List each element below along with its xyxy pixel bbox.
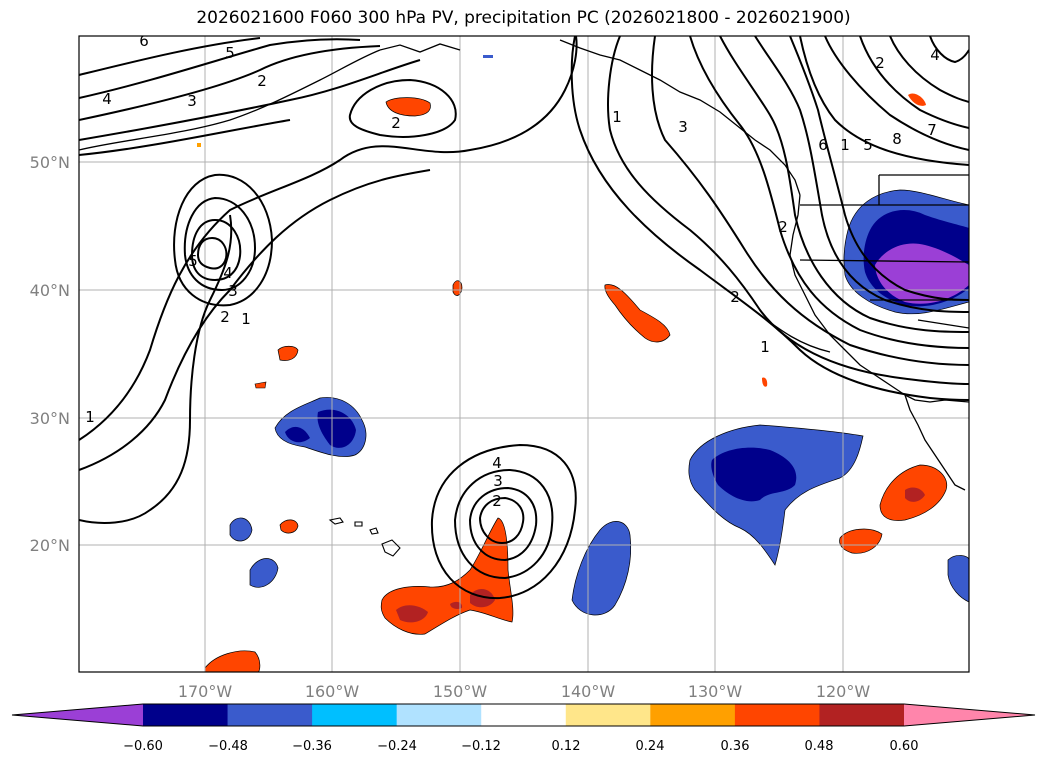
lat-label: 30°N [30,409,70,428]
colorbar-segment [396,704,482,726]
lon-label: 130°W [688,682,743,701]
contour-label: 8 [892,130,902,148]
longitude-labels: 170°W 160°W 150°W 140°W 130°W 120°W [178,682,871,701]
pv-contours [79,36,969,600]
colorbar-tick-label: −0.12 [461,739,501,754]
colorbar-tick-label: −0.36 [292,739,332,754]
contour-label: 2 [730,288,740,306]
contour-label: 4 [930,46,940,64]
colorbar-tick-label: 0.36 [721,739,750,754]
latitude-labels: 50°N 40°N 30°N 20°N [30,153,70,555]
contour-label: 3 [228,282,238,300]
colorbar-tick-label: 0.48 [805,739,834,754]
colorbar-tick-label: 0.12 [552,739,581,754]
contour-label: 2 [220,308,230,326]
colorbar-segment [312,704,398,726]
colorbar-tick-label: 0.60 [890,739,919,754]
contour-label: 2 [257,72,267,90]
contour-label: 1 [85,408,95,426]
contour-label: 2 [778,218,788,236]
contour-label: 3 [493,472,503,490]
map-area [79,36,969,672]
contour-label: 3 [187,92,197,110]
contour-label: 5 [188,252,198,270]
colorbar-extend-max [904,704,1035,726]
colorbar-segment [565,704,651,726]
contour-label: 7 [927,121,937,139]
contour-label: 5 [863,136,873,154]
colorbar-outline [11,703,1036,727]
graticule [79,36,969,672]
colorbar-segment [481,704,567,726]
contour-labels: 6 5 4 3 2 2 3 4 1 1 2 5 4 3 2 1 1 2 3 2 … [85,32,940,510]
lon-label: 140°W [561,682,616,701]
colorbar-segment [227,704,313,726]
lon-label: 150°W [433,682,488,701]
figure-title: 2026021600 F060 300 hPa PV, precipitatio… [196,8,851,28]
contour-label: 4 [102,90,112,108]
colorbar-tick-labels: −0.60 −0.48 −0.36 −0.24 −0.12 0.12 0.24 … [123,739,918,754]
map-frame [78,35,970,673]
lat-label: 40°N [30,281,70,300]
lat-label: 50°N [30,153,70,172]
colorbar-segment [734,704,820,726]
contour-label: 4 [492,454,502,472]
colorbar-extend-min [12,704,143,726]
colorbar-segment [143,704,229,726]
contour-label: 4 [223,264,233,282]
lon-label: 120°W [816,682,871,701]
contour-label: 2 [875,54,885,72]
lat-label: 20°N [30,536,70,555]
contour-label: 2 [492,492,502,510]
precip-positive-shading [197,93,948,672]
colorbar [11,703,1036,727]
colorbar-tick-label: 0.24 [636,739,665,754]
colorbar-tick-label: −0.48 [208,739,248,754]
colorbar-tick-label: −0.60 [123,739,163,754]
contour-label: 1 [760,338,770,356]
contour-label: 2 [391,114,401,132]
contour-label: 1 [840,136,850,154]
colorbar-segment [819,704,905,726]
colorbar-tick-label: −0.24 [377,739,417,754]
contour-label: 3 [678,118,688,136]
contour-label: 1 [612,108,622,126]
colorbar-segment [650,704,736,726]
contour-label: 6 [818,136,828,154]
contour-label: 6 [139,32,149,50]
lon-label: 160°W [305,682,360,701]
contour-label: 1 [241,310,251,328]
contour-label: 5 [225,44,235,62]
lon-label: 170°W [178,682,233,701]
hawaii-islands [328,517,401,557]
